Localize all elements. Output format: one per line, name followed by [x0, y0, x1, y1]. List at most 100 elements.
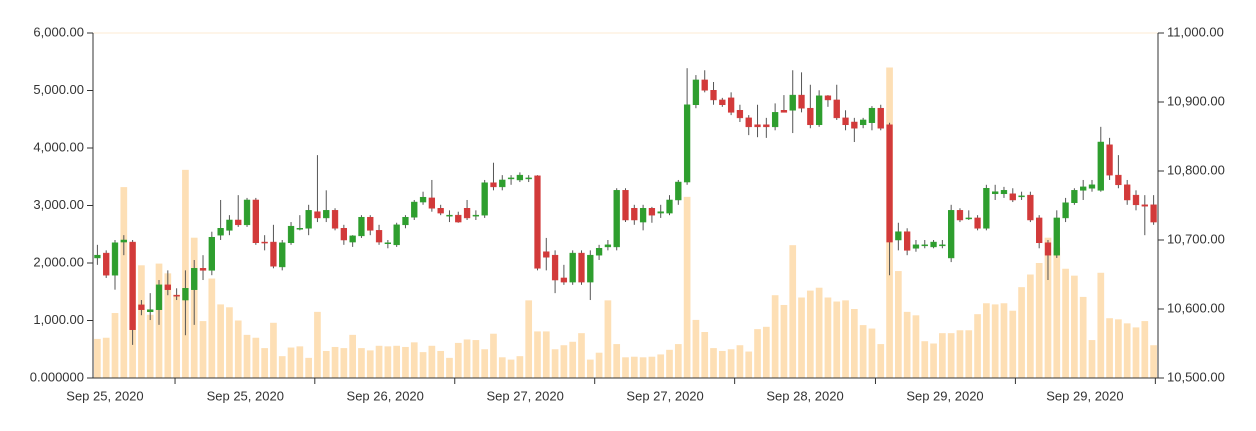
x-tick-label: Sep 26, 2020 — [347, 388, 424, 403]
candle-body — [780, 110, 788, 113]
volume-bar — [525, 300, 533, 378]
volume-bar — [226, 307, 233, 378]
candle-body — [719, 99, 726, 106]
candle-body — [569, 252, 576, 283]
volume-bar — [1009, 310, 1017, 378]
volume-bar — [674, 344, 682, 378]
candle-body — [287, 225, 295, 244]
volume-bar — [560, 345, 568, 378]
candle-body — [727, 97, 735, 113]
candle-body — [208, 236, 215, 271]
volume-bar — [498, 357, 506, 378]
candle-body — [604, 244, 612, 248]
volume-bar — [648, 356, 656, 378]
candle-body — [1097, 141, 1104, 191]
volume-bar — [102, 337, 110, 378]
volume-bar — [595, 352, 603, 378]
candle-body — [983, 188, 990, 229]
volume-bar — [446, 357, 453, 378]
volume-bar — [428, 345, 436, 378]
volume-bar — [586, 359, 594, 378]
volume-bar — [983, 303, 990, 378]
x-tick-label: Sep 25, 2020 — [66, 388, 143, 403]
candle-body — [815, 95, 823, 126]
volume-bar — [692, 319, 700, 378]
volume-bar — [419, 352, 427, 378]
volume-bar — [1132, 327, 1140, 378]
candle-body — [349, 235, 356, 243]
candle-body — [472, 214, 480, 217]
volume-bar — [138, 265, 145, 378]
candle-body — [789, 94, 796, 111]
volume-bar — [877, 344, 885, 378]
volume-bar — [1150, 345, 1157, 378]
candle-body — [243, 199, 251, 226]
candle-body — [314, 211, 321, 219]
volume-bar — [1123, 323, 1131, 378]
candle-body — [1150, 204, 1157, 223]
candle-body — [235, 219, 242, 226]
candle-body — [868, 107, 876, 123]
volume-bar — [534, 331, 541, 378]
volume-bar — [939, 333, 946, 378]
candle-body — [833, 99, 840, 119]
volume-bar — [261, 348, 268, 378]
volume-bar — [314, 311, 321, 378]
candle-body — [622, 190, 629, 221]
candle-body — [798, 94, 805, 109]
candle-body — [1018, 195, 1025, 198]
volume-bar — [1079, 296, 1087, 378]
volume-bar — [771, 295, 779, 378]
volume-bar — [639, 357, 647, 378]
candle-body — [842, 117, 849, 126]
candle-body — [191, 268, 198, 290]
volume-bar — [965, 330, 973, 378]
candle-body — [437, 208, 444, 214]
volume-bar — [349, 334, 356, 378]
volume-bar — [234, 320, 242, 378]
candle-body — [1115, 174, 1122, 186]
volume-bar — [393, 345, 401, 378]
candle-body — [613, 190, 620, 248]
candle-body — [657, 211, 664, 214]
candle-body — [1053, 217, 1060, 256]
candle-body — [807, 107, 814, 126]
candle-body — [1132, 194, 1140, 206]
volume-bar — [287, 347, 295, 378]
candle-body — [683, 104, 691, 183]
candle-body — [771, 112, 779, 128]
candle-body — [1071, 190, 1078, 203]
volume-bar — [243, 334, 251, 378]
candle-body — [1027, 194, 1034, 221]
candle-body — [419, 196, 427, 203]
volume-bar — [402, 346, 409, 378]
y2-tick-label: 10,700.00 — [1167, 231, 1225, 246]
volume-bar — [578, 333, 585, 378]
candle-body — [129, 241, 136, 330]
candle-body — [877, 107, 884, 129]
candle-body — [252, 199, 259, 244]
volume-bar — [551, 349, 559, 378]
volume-bar — [1027, 274, 1034, 378]
volume-bar — [666, 349, 673, 378]
candle-body — [1088, 184, 1096, 189]
candle-body — [948, 210, 955, 259]
candle-body — [851, 121, 858, 129]
candle-body — [323, 210, 330, 219]
candle-body — [1009, 193, 1016, 201]
candle-body — [675, 181, 682, 201]
candle-body — [1106, 144, 1113, 176]
volume-bar — [754, 329, 761, 378]
volume-bar — [1088, 340, 1096, 378]
volume-bar — [912, 315, 920, 378]
volume-bar — [516, 356, 524, 378]
y-tick-label: 3,000.00 — [33, 197, 84, 212]
candle-body — [1036, 217, 1043, 244]
candle-body — [261, 241, 268, 244]
candle-body — [648, 208, 656, 216]
volume-bar — [164, 273, 172, 378]
volume-bar — [842, 300, 849, 378]
volume-bar — [718, 350, 726, 378]
candle-body — [270, 241, 277, 267]
candle-body — [1000, 190, 1008, 195]
